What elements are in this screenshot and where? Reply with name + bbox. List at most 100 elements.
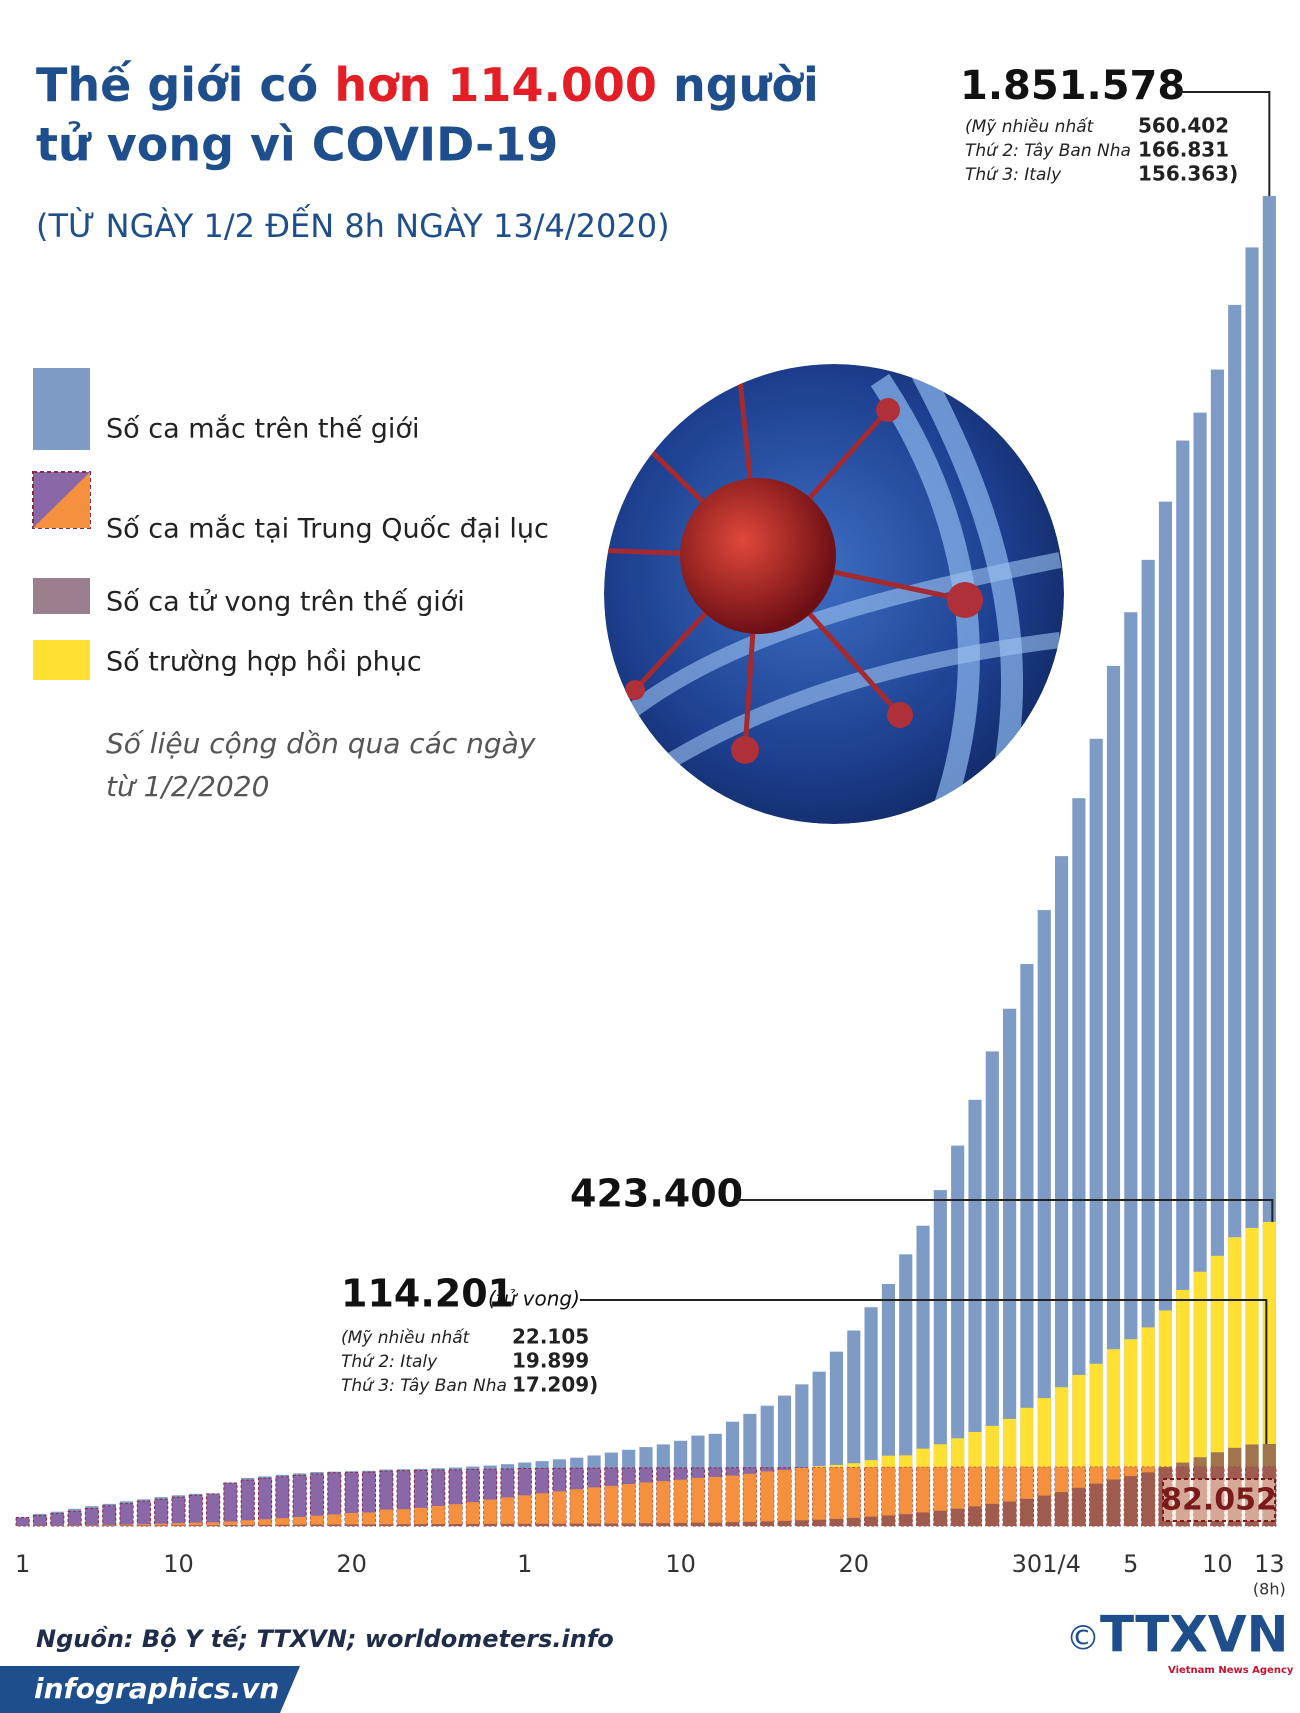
- china-cases-bar: [32, 1515, 48, 1527]
- china-cases-bar: [154, 1498, 169, 1527]
- china-recovered-overlap: [362, 1512, 376, 1526]
- deaths-bar: [847, 1517, 861, 1526]
- china-recovered-overlap: [622, 1484, 636, 1526]
- footer: infographics.vn: [34, 1672, 279, 1705]
- china-recovered-overlap: [674, 1479, 688, 1526]
- deaths-bar: [379, 1524, 393, 1526]
- bars: [15, 196, 1277, 1527]
- deaths-bar: [1020, 1498, 1034, 1526]
- legend-swatch: [33, 578, 90, 614]
- world-cases-bar: [1054, 856, 1069, 1526]
- world-cases-bar: [1193, 412, 1207, 1526]
- deaths-bar: [137, 1525, 151, 1526]
- china-recovered-overlap: [847, 1467, 861, 1526]
- china-recovered-overlap: [518, 1495, 532, 1526]
- china-recovered-overlap: [414, 1507, 428, 1526]
- x-tick-label: 10: [1202, 1550, 1233, 1578]
- world-cases-bar: [1228, 304, 1242, 1527]
- deaths-bar: [795, 1520, 809, 1526]
- world-cases-bar: [968, 1099, 982, 1526]
- china-recovered-overlap: [345, 1512, 359, 1526]
- world-cases-bar: [1037, 910, 1051, 1526]
- deaths-bar: [448, 1524, 463, 1526]
- x-tick-label: 5: [1123, 1550, 1138, 1578]
- annotation-suffix: (tử vong): [488, 1287, 580, 1311]
- deaths-bar: [656, 1523, 670, 1526]
- china-recovered-overlap: [656, 1481, 670, 1526]
- deaths-bar: [483, 1523, 497, 1526]
- annotation-box: [1162, 1478, 1276, 1523]
- deaths-bar: [327, 1524, 341, 1526]
- deaths-bar: [622, 1523, 636, 1526]
- x-tick-label: 30: [1012, 1550, 1043, 1578]
- deaths-bar: [258, 1524, 272, 1526]
- legend-swatch: [33, 472, 90, 528]
- detail-value: 156.363): [1138, 162, 1238, 186]
- deaths-bar: [500, 1523, 515, 1526]
- world-cases-bar: [985, 1051, 999, 1526]
- world-cases-bar: [1245, 247, 1259, 1526]
- world-cases-bar: [951, 1145, 965, 1526]
- deaths-bar: [171, 1525, 186, 1526]
- deaths-bar: [535, 1523, 549, 1526]
- deaths-bar: [293, 1524, 307, 1526]
- x-tick-label: 10: [163, 1550, 194, 1578]
- logo: TTXVN: [1100, 1606, 1288, 1664]
- legend-swatch: [33, 640, 90, 680]
- deaths-bar: [552, 1523, 567, 1526]
- virus-image: [604, 364, 1064, 824]
- deaths-bar: [708, 1522, 722, 1526]
- deaths-bar: [587, 1523, 601, 1526]
- china-cases-bar: [223, 1482, 238, 1527]
- china-recovered-overlap: [899, 1467, 913, 1526]
- legend-label: Số trường hợp hồi phục: [106, 647, 422, 678]
- china-recovered-overlap: [241, 1520, 255, 1526]
- china-cases-bar: [15, 1517, 30, 1527]
- x-tick-label: 1: [517, 1550, 532, 1578]
- china-cases-bar: [136, 1500, 151, 1527]
- china-cases-bar: [257, 1477, 273, 1527]
- x-tick-label: 1/4: [1042, 1550, 1081, 1578]
- china-recovered-overlap: [206, 1522, 220, 1526]
- detail-value: 19.899: [512, 1349, 589, 1373]
- china-recovered-overlap: [223, 1521, 238, 1526]
- source: Nguồn: Bộ Y tế; TTXVN; worldometers.info: [36, 1624, 614, 1653]
- deaths-bar: [189, 1525, 203, 1526]
- deaths-bar: [206, 1525, 220, 1526]
- china-recovered-overlap: [275, 1518, 289, 1526]
- china-recovered-overlap: [102, 1524, 116, 1526]
- deaths-bar: [674, 1522, 688, 1526]
- detail-label: Thứ 2: Tây Ban Nha: [965, 141, 1131, 161]
- china-recovered-overlap: [604, 1485, 618, 1526]
- legend-label: Số ca tử vong trên thế giới: [106, 587, 465, 618]
- world-cases-bar: [1106, 665, 1121, 1526]
- china-recovered-overlap: [379, 1509, 393, 1526]
- leader-line: [735, 1199, 1274, 1222]
- deaths-bar: [777, 1520, 792, 1526]
- deaths-bar: [639, 1523, 653, 1526]
- china-recovered-overlap: [587, 1487, 601, 1526]
- world-cases-bar: [1020, 964, 1034, 1526]
- detail-value: 560.402: [1138, 114, 1229, 138]
- detail-value: 22.105: [512, 1325, 589, 1349]
- china-cases-bar: [327, 1472, 342, 1527]
- deaths-bar: [604, 1523, 618, 1526]
- world-cases-bar: [1124, 612, 1138, 1526]
- deaths-bar: [1072, 1487, 1086, 1526]
- annotation-label: 82.052: [1161, 1483, 1277, 1518]
- detail-value: 17.209): [512, 1373, 598, 1397]
- deaths-bar: [1106, 1479, 1121, 1526]
- china-recovered-overlap: [397, 1509, 411, 1526]
- china-recovered-overlap: [310, 1515, 324, 1526]
- deaths-bar: [760, 1521, 774, 1526]
- deaths-bar: [916, 1512, 930, 1526]
- deaths-bar: [1089, 1483, 1103, 1526]
- world-cases-bar: [933, 1190, 947, 1526]
- china-recovered-overlap: [137, 1524, 151, 1526]
- china-recovered-overlap: [916, 1467, 930, 1526]
- x-tick-note: (8h): [1253, 1580, 1286, 1599]
- china-recovered-overlap: [258, 1519, 272, 1526]
- note: Số liệu cộng dồn qua các ngày: [106, 727, 536, 760]
- deaths-bar: [725, 1522, 740, 1526]
